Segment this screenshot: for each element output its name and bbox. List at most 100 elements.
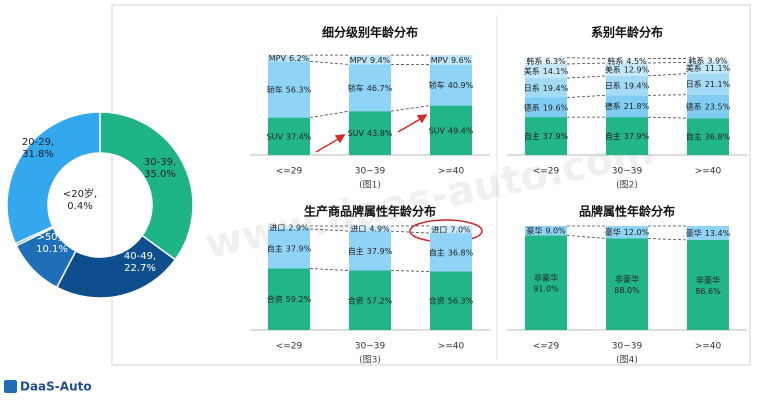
series-name: 自主	[605, 131, 621, 141]
bar-segment	[687, 226, 729, 240]
value-label: 40.9%	[448, 81, 474, 90]
segment-label: MPV 6.2%	[269, 54, 310, 63]
bar-segment	[606, 63, 648, 76]
series-name: MPV	[350, 55, 368, 64]
series-name: 自主	[524, 131, 540, 141]
series-name: 豪华	[686, 227, 702, 237]
segment-label: 韩系 3.9%	[688, 55, 728, 65]
value-label: 6.3%	[545, 56, 566, 65]
segment-label: 美系 14.1%	[524, 66, 569, 76]
series-name: MPV	[431, 55, 449, 64]
connector	[566, 57, 607, 59]
bar-segment	[525, 57, 567, 64]
bar-segment	[687, 62, 729, 74]
bar-segment	[606, 238, 648, 330]
value-label: 9.6%	[451, 55, 472, 64]
bar-segment	[349, 270, 391, 330]
bar-segment	[268, 55, 310, 62]
value-label: 9.4%	[370, 55, 391, 64]
value-label: 19.4%	[624, 81, 650, 90]
value-label: 36.8%	[448, 248, 474, 257]
bar-segment	[268, 117, 310, 155]
series-name: 轿车	[348, 82, 364, 92]
value-label: 37.9%	[286, 244, 312, 253]
value-label: 14.1%	[543, 67, 569, 76]
series-name: 非豪华	[534, 272, 558, 282]
panel-frame	[111, 4, 751, 366]
series-name: SUV	[348, 129, 365, 138]
value-label: 36.8%	[705, 132, 731, 141]
x-tick-label: 30~39	[612, 342, 643, 352]
value-label: 12.9%	[624, 65, 650, 74]
connector	[647, 238, 688, 241]
donut-segment	[99, 111, 194, 261]
series-name: 韩系	[607, 55, 623, 65]
x-tick-label: <=29	[276, 342, 303, 352]
chart-title: 品牌属性年龄分布	[579, 204, 675, 219]
chart-title: 细分级别年龄分布	[322, 25, 418, 40]
series-name: 韩系	[526, 55, 542, 65]
value-label: 0.4%	[67, 201, 92, 212]
bar-segment	[430, 55, 472, 65]
value-label: 22.7%	[124, 263, 156, 274]
x-tick-label: <=29	[533, 342, 560, 352]
bar-segment	[606, 226, 648, 239]
x-tick-label: >=40	[438, 342, 465, 352]
bar-segment	[430, 225, 472, 234]
donut-segment	[6, 111, 101, 245]
segment-label: MPV 9.6%	[431, 55, 472, 64]
bar-segment	[525, 64, 567, 79]
segment-label: 自主 37.9%	[267, 243, 312, 253]
bar-segment	[430, 271, 472, 330]
value-label: 37.9%	[624, 132, 650, 141]
segment-label: 非豪华 86.6%	[695, 274, 721, 295]
value-label: 56.3%	[286, 85, 312, 94]
segment-label: 德系 23.5%	[686, 101, 731, 111]
value-label: 7.0%	[450, 225, 471, 234]
value-label: 31.8%	[22, 149, 54, 160]
segment-label: 韩系 4.5%	[607, 55, 647, 65]
bar-segment	[430, 64, 472, 106]
series-name: 自主	[429, 247, 445, 257]
bar-segment	[349, 111, 391, 155]
segment-label: 非豪华 88.0%	[614, 274, 640, 295]
series-name: 进口	[269, 223, 285, 232]
series-name: 合资	[429, 295, 445, 305]
bar-segment	[687, 118, 729, 155]
segment-label: 合资 59.2%	[267, 294, 312, 304]
segment-label: 美系 11.1%	[686, 63, 731, 73]
value-label: 91.0%	[533, 284, 559, 293]
connector	[566, 94, 607, 98]
value-label: 4.9%	[369, 224, 390, 233]
series-name: SUV	[429, 126, 446, 135]
caption: (图3)	[359, 355, 381, 366]
segment-label: 韩系 6.3%	[526, 55, 566, 65]
value-label: 59.2%	[286, 295, 312, 304]
value-label: 86.6%	[695, 286, 721, 295]
series-name: 轿车	[267, 84, 283, 94]
segment-label: 进口 2.9%	[269, 223, 309, 232]
series-name: 合资	[267, 294, 283, 304]
category-label: >50岁	[36, 230, 67, 243]
donut-label: 30-39, 35.0%	[144, 157, 176, 180]
value-label: 9.0%	[545, 226, 566, 235]
donut-label: 40-49, 22.7%	[124, 251, 156, 274]
value-label: 56.3%	[448, 296, 474, 305]
value-label: 21.8%	[624, 102, 650, 111]
series-name: 自主	[348, 245, 364, 255]
bar-segment	[525, 235, 567, 330]
bar-segment	[687, 94, 729, 119]
value-label: 43.8%	[367, 129, 393, 138]
segment-label: 自主 36.8%	[686, 131, 731, 141]
brand: DaaS-Auto	[20, 380, 92, 394]
segment-label: 豪华 12.0%	[605, 227, 650, 237]
series-name: 德系	[686, 101, 702, 111]
value-label: 4.5%	[626, 56, 647, 65]
segment-label: 德系 21.8%	[605, 101, 650, 111]
x-tick-label: 30~39	[355, 342, 386, 352]
chart-title: 系别年龄分布	[591, 25, 663, 40]
x-tick-label: >=40	[695, 167, 722, 177]
value-label: 37.9%	[367, 246, 393, 255]
series-name: MPV	[269, 54, 287, 63]
segment-label: 德系 19.6%	[524, 102, 569, 112]
